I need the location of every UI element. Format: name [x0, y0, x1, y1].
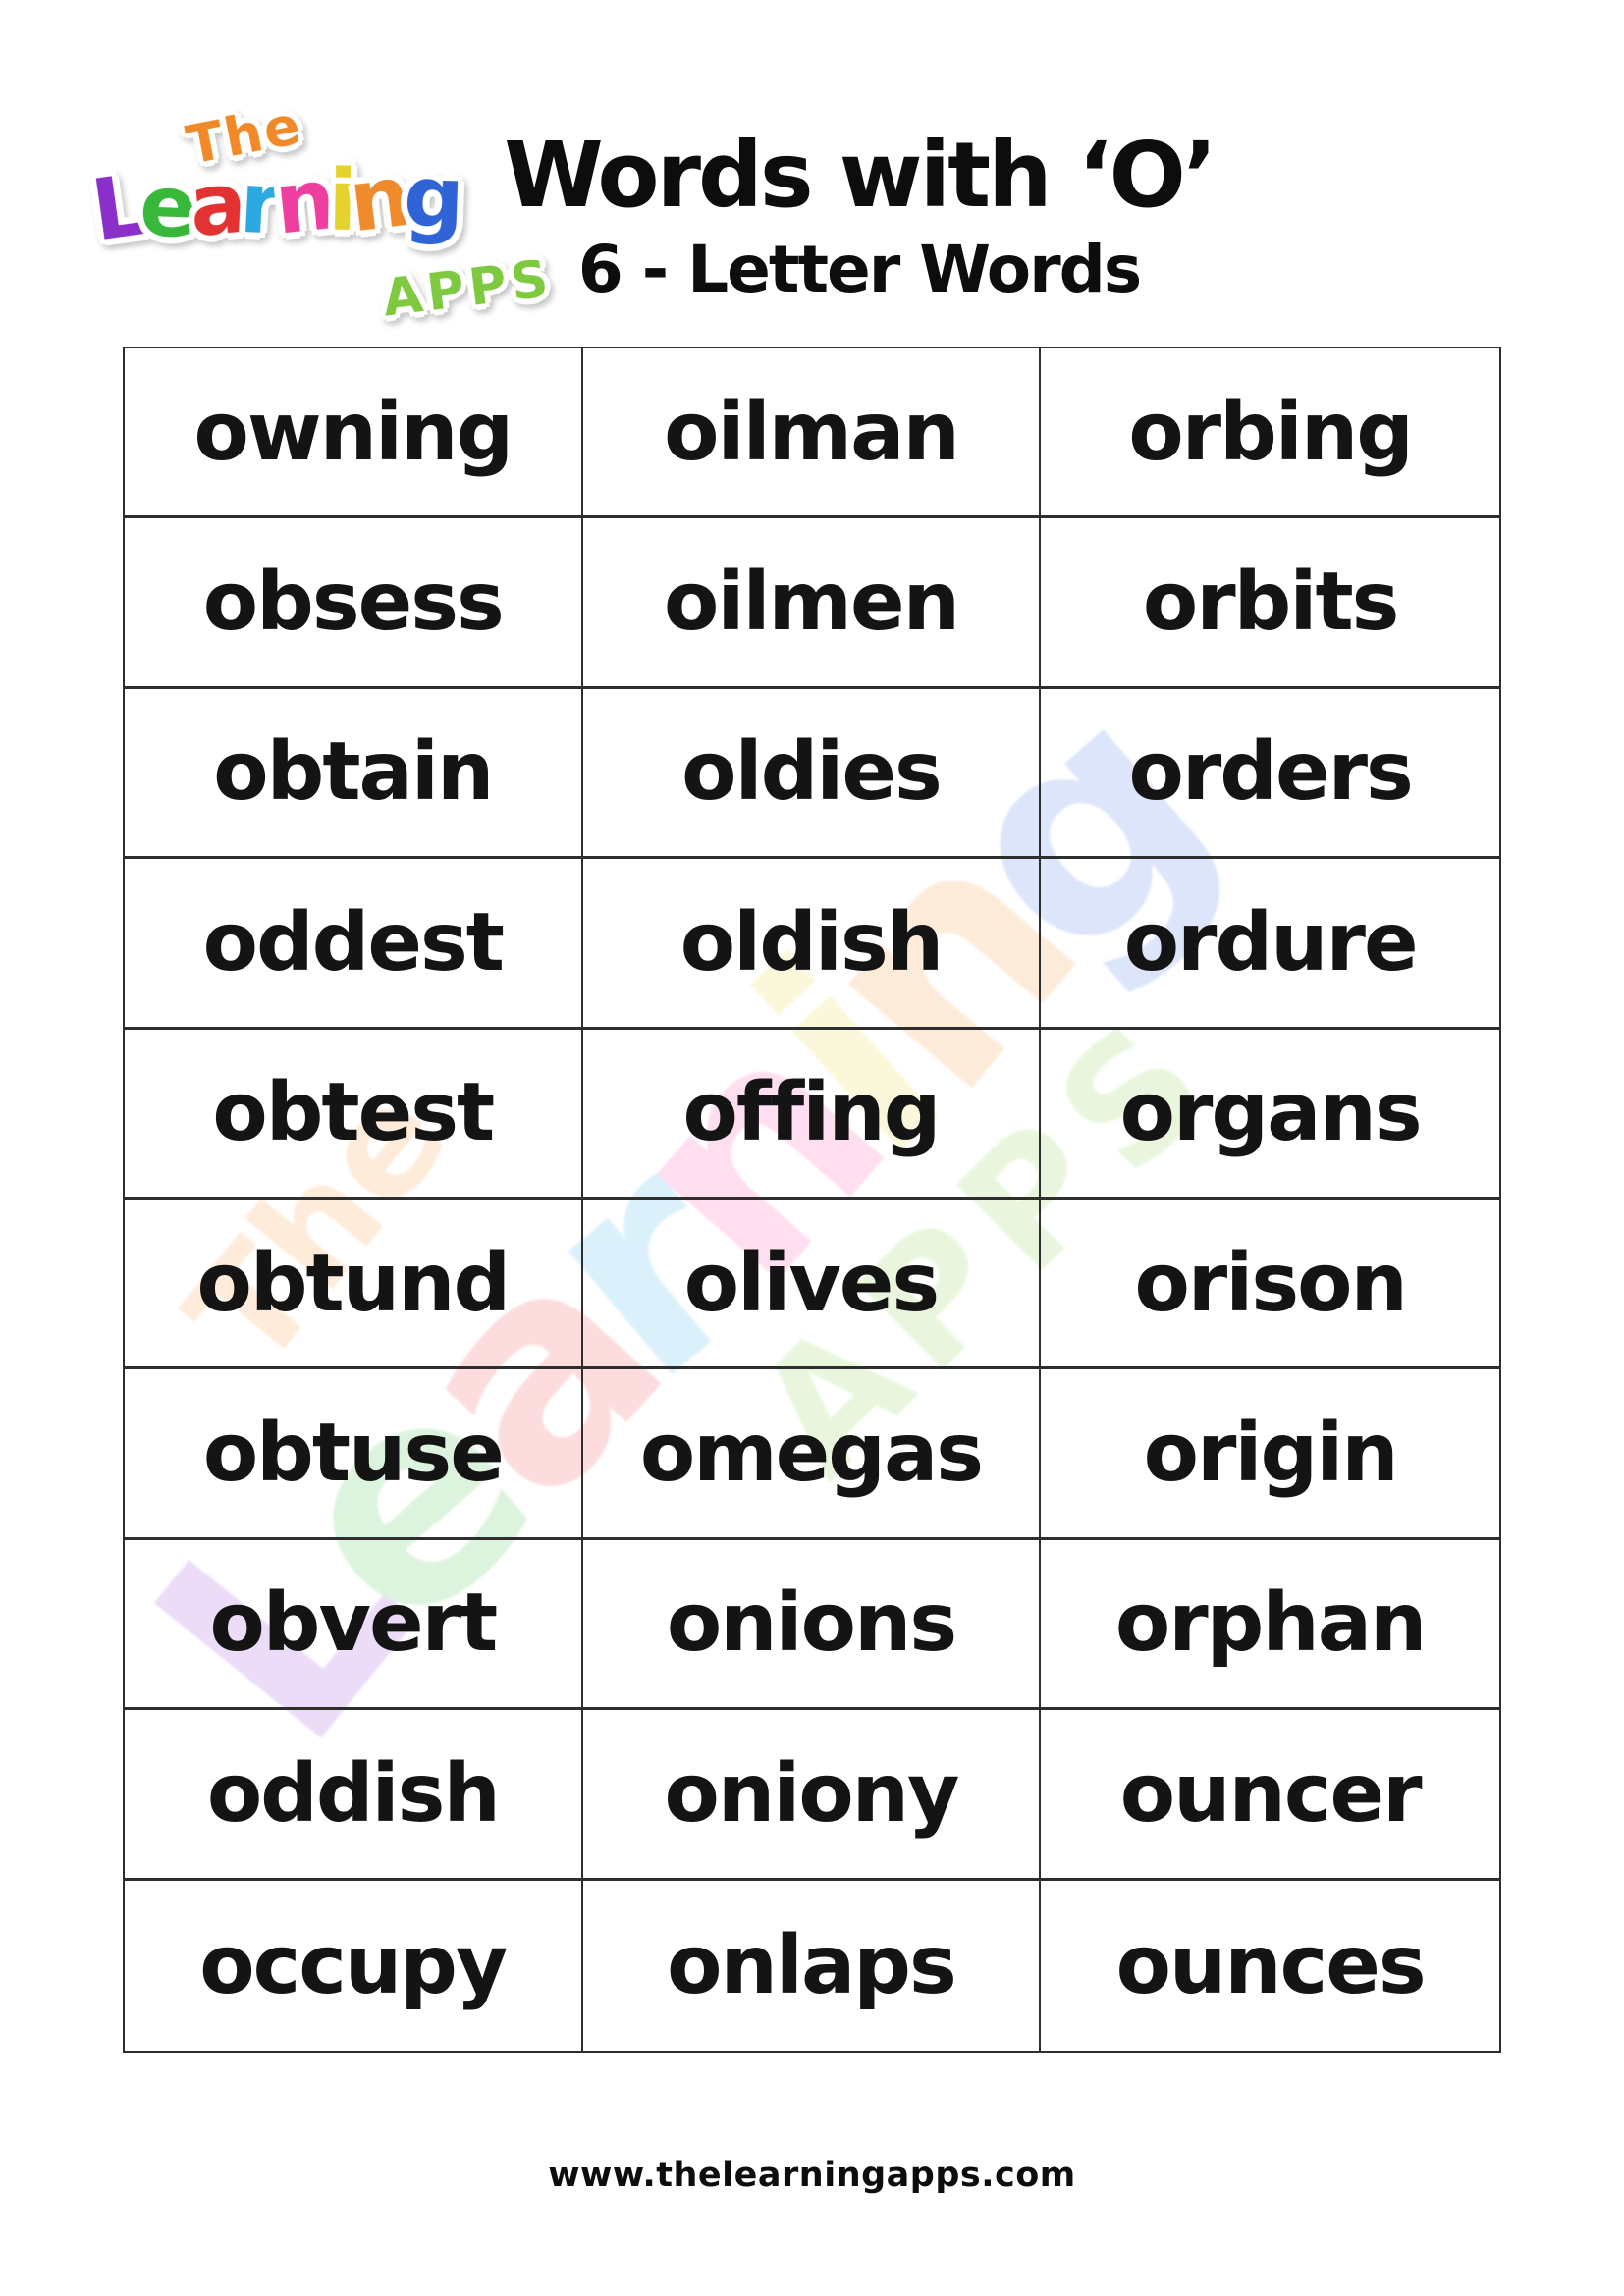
word-cell: organs	[1041, 1030, 1499, 1200]
word-cell: oddest	[125, 859, 583, 1030]
word-cell: onlaps	[583, 1880, 1042, 2051]
logo-letter: e	[137, 157, 192, 257]
word-cell: orbits	[1041, 518, 1499, 689]
word-cell: origin	[1041, 1369, 1499, 1540]
word-cell: ounces	[1115, 1918, 1427, 2012]
word-cell: olives	[582, 1199, 1042, 1370]
words-table: owning oilman orbing obsess oilmen orbit…	[125, 348, 1499, 2051]
word-cell: obtest	[125, 1029, 583, 1200]
word-cell: orison	[1041, 1200, 1499, 1370]
word-cell: oilman	[582, 348, 1042, 519]
logo-letter: a	[186, 154, 244, 257]
logo-letter: L	[85, 156, 146, 261]
word-cell: onions	[582, 1539, 1042, 1711]
header: Words with ‘O’ 6 - Letter Words	[486, 126, 1232, 306]
word-cell: ordure	[1041, 859, 1499, 1030]
logo-learning-text: Learning	[86, 147, 460, 260]
word-cell: owning	[125, 348, 583, 519]
logo-letter: n	[269, 150, 334, 254]
logo-letter: g	[402, 147, 460, 248]
word-cell: orphan	[1041, 1540, 1499, 1711]
word-cell: oddish	[125, 1710, 583, 1881]
word-cell: oilmen	[582, 518, 1042, 689]
word-cell: oniony	[582, 1710, 1042, 1881]
word-cell: oldish	[582, 859, 1042, 1030]
word-cell: ouncer	[1041, 1710, 1499, 1881]
word-cell: obsess	[125, 518, 583, 689]
word-cell: omegas	[582, 1369, 1042, 1540]
word-cell: orbing	[1041, 348, 1499, 519]
logo-apps-text: APPS	[379, 248, 557, 329]
word-cell: obtuse	[125, 1369, 583, 1540]
word-cell: orders	[1041, 689, 1499, 860]
word-cell: obtund	[125, 1199, 583, 1370]
page-title: Words with ‘O’	[504, 123, 1218, 228]
word-cell: obvert	[125, 1539, 583, 1711]
learning-apps-logo: The Learning APPS	[86, 93, 557, 335]
word-cell: oldies	[582, 688, 1042, 860]
word-cell: offing	[582, 1029, 1042, 1200]
logo-letter: n	[344, 147, 409, 252]
word-cell: occupy	[125, 1880, 583, 2051]
word-cell: obtain	[125, 688, 583, 860]
website-url: www.thelearningapps.com	[548, 2156, 1076, 2195]
page-subtitle: 6 - Letter Words	[577, 232, 1142, 308]
words-table-container: The Learning APPS owning oilman orbing o…	[92, 347, 1501, 2053]
